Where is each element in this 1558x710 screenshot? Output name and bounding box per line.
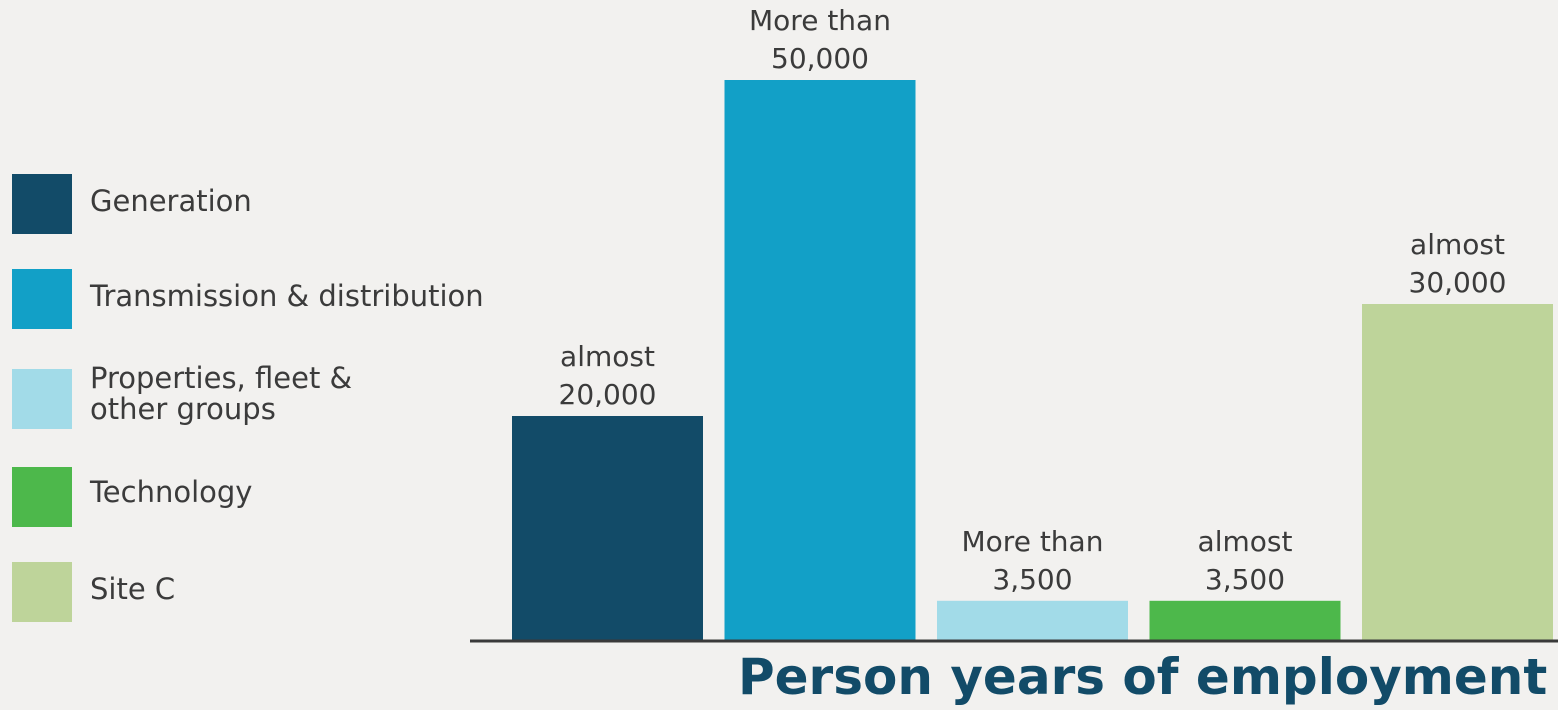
bar-1-label-line-2: 20,000: [559, 378, 657, 411]
legend-label: Technology: [90, 475, 253, 509]
legend-label: Properties, fleet & other groups: [90, 361, 353, 426]
legend-label: Transmission & distribution: [90, 279, 484, 313]
legend-swatch: [12, 269, 72, 329]
bar-1: [512, 416, 703, 640]
bar-2-label-line-1: More than: [749, 4, 891, 37]
legend-label: Site C: [90, 572, 176, 606]
legend-swatch: [12, 174, 72, 234]
bar-4: [1149, 600, 1341, 640]
legend-swatch: [12, 467, 72, 527]
bar-3: [937, 600, 1128, 640]
bar-4-label-line-1: almost: [1198, 525, 1293, 558]
bar-5-label-line-2: 30,000: [1409, 266, 1507, 299]
bar-1-label-line-1: almost: [560, 340, 655, 373]
bar-5-label-line-1: almost: [1410, 228, 1505, 261]
bar-3-label-line-2: 3,500: [992, 563, 1072, 596]
x-axis-title: Person years of employment: [738, 648, 1548, 706]
legend-swatch: [12, 369, 72, 429]
bar-5: [1362, 304, 1553, 640]
legend-label: Generation: [90, 184, 252, 218]
bar-2-label-line-2: 50,000: [771, 42, 869, 75]
bar-4-label-line-2: 3,500: [1205, 563, 1285, 596]
bar-3-label-line-1: More than: [962, 525, 1104, 558]
legend-swatch: [12, 562, 72, 622]
bar-2: [724, 80, 916, 640]
